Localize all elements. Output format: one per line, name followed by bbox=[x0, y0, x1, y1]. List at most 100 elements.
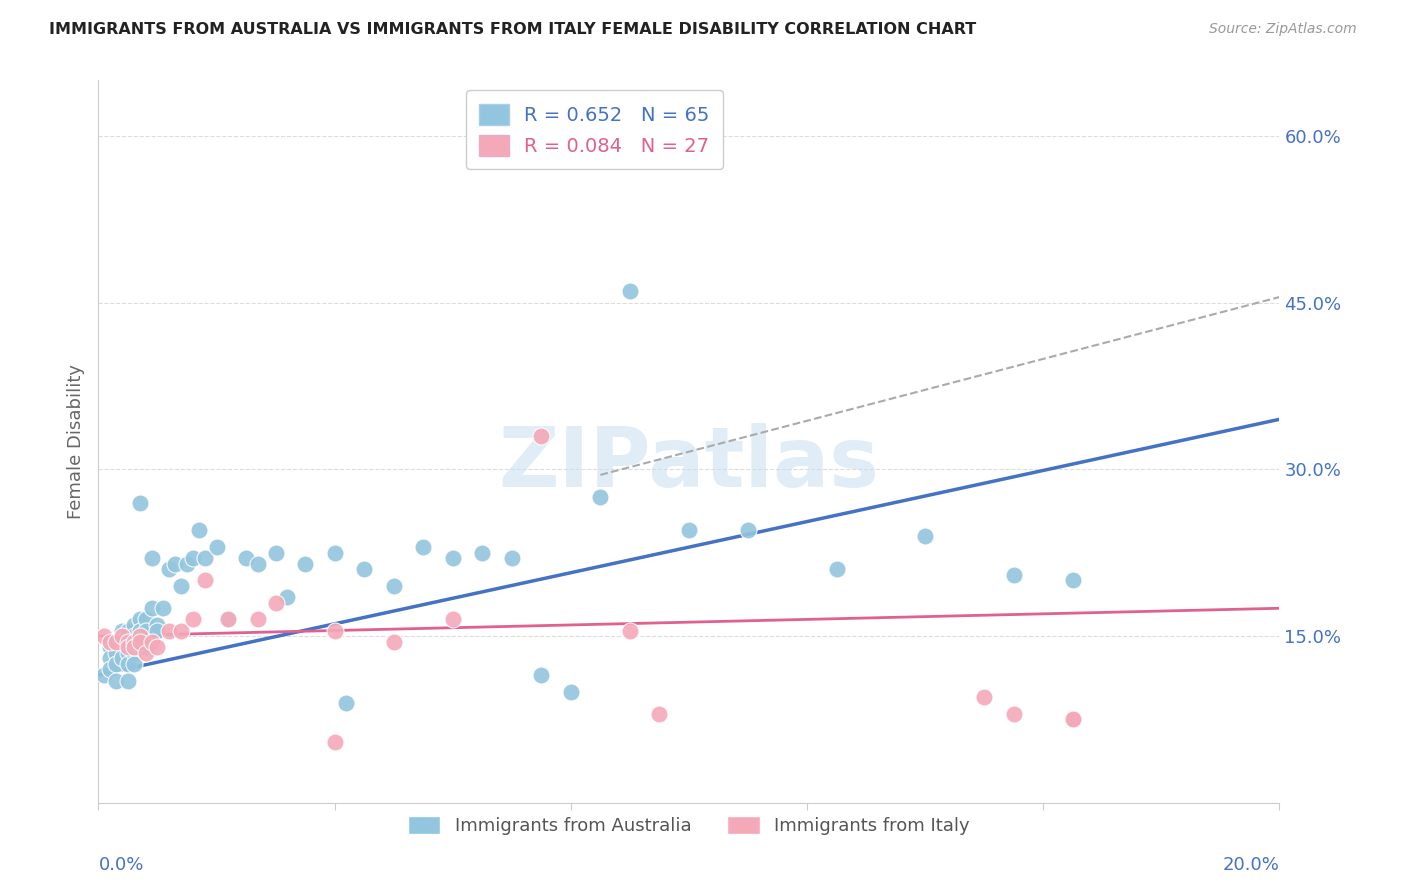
Point bbox=[246, 557, 269, 571]
Point bbox=[205, 540, 228, 554]
Point bbox=[105, 646, 128, 660]
Point bbox=[105, 634, 128, 648]
Y-axis label: Female Disability: Female Disability bbox=[66, 364, 84, 519]
Point bbox=[93, 668, 115, 682]
Point bbox=[105, 673, 128, 688]
Point bbox=[276, 590, 298, 604]
Point bbox=[1062, 713, 1084, 727]
Point bbox=[235, 551, 257, 566]
Point bbox=[176, 557, 198, 571]
Point bbox=[737, 524, 759, 538]
Point bbox=[146, 618, 169, 632]
Point bbox=[122, 657, 145, 671]
Point bbox=[117, 673, 139, 688]
Point bbox=[117, 657, 139, 671]
Point bbox=[93, 629, 115, 643]
Point bbox=[1062, 574, 1084, 588]
Text: 0.0%: 0.0% bbox=[98, 856, 143, 874]
Point bbox=[128, 612, 150, 626]
Point bbox=[152, 601, 174, 615]
Text: IMMIGRANTS FROM AUSTRALIA VS IMMIGRANTS FROM ITALY FEMALE DISABILITY CORRELATION: IMMIGRANTS FROM AUSTRALIA VS IMMIGRANTS … bbox=[49, 22, 976, 37]
Point bbox=[157, 624, 180, 638]
Text: Source: ZipAtlas.com: Source: ZipAtlas.com bbox=[1209, 22, 1357, 37]
Point bbox=[135, 646, 157, 660]
Point bbox=[353, 562, 375, 576]
Point bbox=[117, 624, 139, 638]
Point bbox=[441, 551, 464, 566]
Point bbox=[141, 601, 163, 615]
Point bbox=[105, 657, 128, 671]
Point bbox=[914, 529, 936, 543]
Point bbox=[619, 624, 641, 638]
Point bbox=[648, 706, 671, 721]
Legend: Immigrants from Australia, Immigrants from Italy: Immigrants from Australia, Immigrants fr… bbox=[399, 807, 979, 845]
Point bbox=[323, 546, 346, 560]
Point bbox=[323, 624, 346, 638]
Point bbox=[105, 634, 128, 648]
Point bbox=[441, 612, 464, 626]
Point bbox=[619, 285, 641, 299]
Point bbox=[530, 429, 553, 443]
Point bbox=[181, 612, 204, 626]
Point bbox=[128, 496, 150, 510]
Point bbox=[117, 646, 139, 660]
Point bbox=[471, 546, 494, 560]
Point bbox=[98, 662, 121, 676]
Point bbox=[146, 624, 169, 638]
Point bbox=[264, 596, 287, 610]
Point bbox=[135, 612, 157, 626]
Point bbox=[117, 634, 139, 648]
Point bbox=[335, 696, 357, 710]
Point bbox=[194, 551, 217, 566]
Text: ZIPatlas: ZIPatlas bbox=[499, 423, 879, 504]
Point bbox=[382, 579, 405, 593]
Point bbox=[560, 684, 582, 698]
Point bbox=[194, 574, 217, 588]
Point bbox=[323, 734, 346, 748]
Point bbox=[128, 624, 150, 638]
Point bbox=[117, 634, 139, 648]
Point bbox=[501, 551, 523, 566]
Point bbox=[122, 618, 145, 632]
Point bbox=[146, 640, 169, 655]
Point bbox=[589, 490, 612, 504]
Point bbox=[170, 579, 193, 593]
Point bbox=[170, 624, 193, 638]
Point bbox=[122, 634, 145, 648]
Point bbox=[128, 634, 150, 648]
Point bbox=[264, 546, 287, 560]
Point bbox=[412, 540, 434, 554]
Point bbox=[111, 624, 134, 638]
Point bbox=[530, 668, 553, 682]
Point bbox=[165, 557, 187, 571]
Point bbox=[825, 562, 848, 576]
Point bbox=[294, 557, 316, 571]
Point bbox=[973, 690, 995, 705]
Point bbox=[246, 612, 269, 626]
Point bbox=[128, 634, 150, 648]
Point bbox=[122, 640, 145, 655]
Text: 20.0%: 20.0% bbox=[1223, 856, 1279, 874]
Point bbox=[141, 634, 163, 648]
Point bbox=[382, 634, 405, 648]
Point bbox=[157, 562, 180, 576]
Point bbox=[122, 634, 145, 648]
Point bbox=[1002, 706, 1025, 721]
Point bbox=[98, 640, 121, 655]
Point bbox=[217, 612, 239, 626]
Point bbox=[135, 624, 157, 638]
Point bbox=[111, 651, 134, 665]
Point bbox=[181, 551, 204, 566]
Point bbox=[1062, 713, 1084, 727]
Point bbox=[678, 524, 700, 538]
Point bbox=[98, 634, 121, 648]
Point bbox=[1002, 568, 1025, 582]
Point bbox=[217, 612, 239, 626]
Point bbox=[98, 651, 121, 665]
Point bbox=[187, 524, 209, 538]
Point bbox=[117, 640, 139, 655]
Point bbox=[122, 646, 145, 660]
Point bbox=[111, 634, 134, 648]
Point bbox=[141, 551, 163, 566]
Point bbox=[111, 629, 134, 643]
